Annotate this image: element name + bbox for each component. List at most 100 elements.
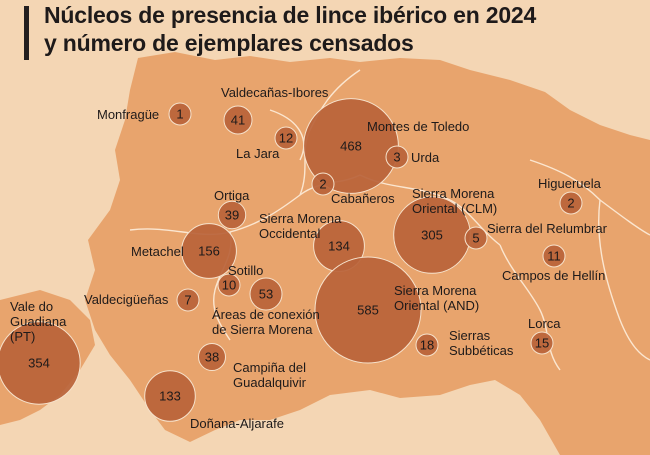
label-higueruela: Higueruela [538,176,602,191]
value-lorca: 15 [535,336,549,351]
bubble-urda [385,145,409,169]
label-line: Oriental (AND) [394,298,479,313]
label-donana: Doñana-Aljarafe [190,416,284,431]
label-layer: Monfragüe Valdecañas-Ibores La Jara Montes … [10,85,608,431]
value-sm-oriental-and: 585 [357,303,379,318]
bubble-valdeciguenas [176,288,200,312]
value-urda: 3 [393,150,400,165]
label-line: Occidental [259,226,321,241]
value-ortiga: 39 [225,208,239,223]
region-border [269,109,305,161]
label-campina: Campiña del Guadalquivir [233,360,307,390]
label-line: (PT) [10,329,35,344]
region-border [598,199,650,361]
label-line: Valdecigüeñas [84,292,169,307]
bubble-areas-conexion [249,277,283,311]
value-campos-hellin: 11 [547,249,561,264]
bubble-sm-oriental-and [314,256,422,364]
label-line: Campos de Hellín [502,268,605,283]
label-cabaneros: Cabañeros [331,191,395,206]
label-line: Sierras [449,328,491,343]
bubble-la-jara [274,126,298,150]
label-line: de Sierra Morena [212,322,313,337]
label-sm-oriental-clm: Sierra Morena Oriental (CLM) [412,186,497,216]
label-line: Sierra del Relumbrar [487,221,608,236]
label-line: Guadalquivir [233,375,307,390]
region-border [499,244,561,371]
label-line: Doñana-Aljarafe [190,416,284,431]
title-accent-bar [24,6,29,60]
value-valdecanas: 41 [231,113,245,128]
label-line: Montes de Toledo [367,119,469,134]
label-relumbrar: Sierra del Relumbrar [487,221,608,236]
bubble-valdecanas [223,105,253,135]
value-relumbrar: 5 [472,231,479,246]
bubble-lorca [530,331,554,355]
value-montes-toledo: 468 [340,139,362,154]
label-line: Sierra Morena [412,186,495,201]
label-areas-conexion: Áreas de conexión de Sierra Morena [212,307,320,337]
region-border [529,159,650,236]
label-line: Lorca [528,316,561,331]
label-la-jara: La Jara [236,146,280,161]
value-monfrague: 1 [176,107,183,122]
label-vale-guadiana: Vale do Guadiana (PT) [10,299,67,344]
label-line: Urda [411,150,440,165]
value-sm-occidental: 134 [328,239,350,254]
label-ortiga: Ortiga [214,188,250,203]
bubble-donana [144,370,196,422]
value-campina: 38 [205,350,219,365]
value-sotillo: 10 [222,278,236,293]
label-line: Oriental (CLM) [412,201,497,216]
bubble-ortiga [217,200,247,230]
value-subbeticas: 18 [420,338,434,353]
label-line: Guadiana [10,314,67,329]
bubble-campos-hellin [542,244,566,268]
map-title-line-2: y número de ejemplares censados [44,30,414,56]
label-line: La Jara [236,146,280,161]
label-line: Áreas de conexión [212,307,320,322]
label-line: Higueruela [538,176,602,191]
label-line: Vale do [10,299,53,314]
value-vale-guadiana: 354 [28,356,50,371]
label-line: Cabañeros [331,191,395,206]
bubble-relumbrar [464,226,488,250]
value-layer: 1 41 12 468 3 2 39 134 156 305 5 2 11 10 7 53 585 18 15 354… [28,107,574,404]
value-higueruela: 2 [567,196,574,211]
label-line: Monfragüe [97,107,159,122]
label-line: Valdecañas-Ibores [221,85,329,100]
label-lorca: Lorca [528,316,561,331]
bubble-subbeticas [415,333,439,357]
label-valdecanas: Valdecañas-Ibores [221,85,329,100]
value-areas-conexion: 53 [259,287,273,302]
land-area-main [85,52,650,455]
label-monfrague: Monfragüe [97,107,159,122]
label-valdeciguenas: Valdecigüeñas [84,292,169,307]
bubble-campina [198,343,226,371]
label-line: Campiña del [233,360,306,375]
label-line: Sierra Morena [259,211,342,226]
value-metachel: 156 [198,244,220,259]
label-montes-toledo: Montes de Toledo [367,119,469,134]
map-title-line-1: Núcleos de presencia de lince ibérico en… [44,2,537,28]
label-urda: Urda [411,150,440,165]
value-valdeciguenas: 7 [184,293,191,308]
bubble-metachel [181,223,237,279]
label-line: Ortiga [214,188,250,203]
bubble-monfrague [168,102,192,126]
label-line: Subbéticas [449,343,514,358]
label-sm-occidental: Sierra Morena Occidental [259,211,342,241]
bubble-sotillo [217,273,241,297]
label-line: Sierra Morena [394,283,477,298]
label-sotillo: Sotillo [228,263,263,278]
bubble-vale-guadiana [0,321,81,405]
bubble-cabaneros [311,172,335,196]
value-donana: 133 [159,389,181,404]
value-la-jara: 12 [279,131,293,146]
label-sm-oriental-and: Sierra Morena Oriental (AND) [394,283,479,313]
value-cabaneros: 2 [319,177,326,192]
label-campos-hellin: Campos de Hellín [502,268,605,283]
label-metachel: Metachel [131,244,184,259]
value-sm-oriental-clm: 305 [421,228,443,243]
